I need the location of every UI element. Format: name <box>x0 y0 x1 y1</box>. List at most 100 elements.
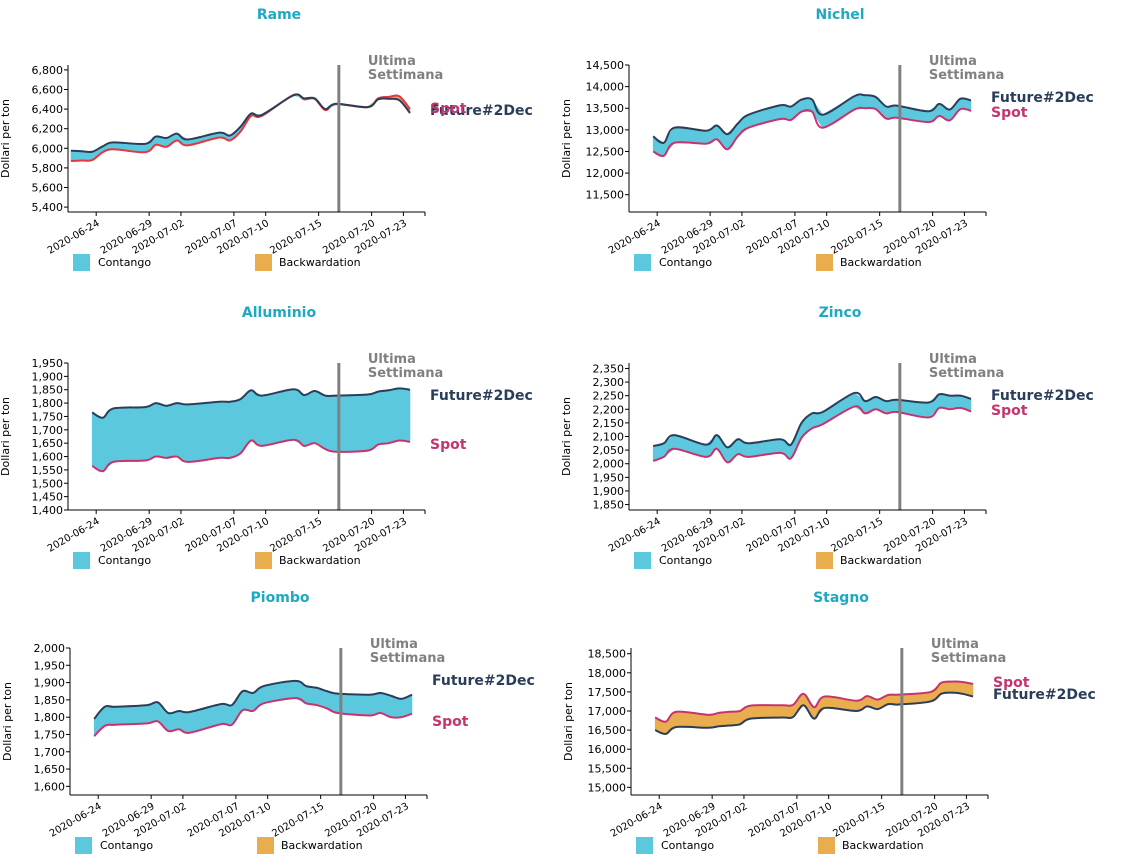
chart-title: Nichel <box>815 7 864 23</box>
annotation-ultima: Ultima <box>368 54 416 69</box>
contango-band <box>314 390 326 450</box>
y-tick-label: 5,400 <box>32 201 64 214</box>
y-tick-label: 12,000 <box>586 167 625 180</box>
x-tick-label: 2020-07-15 <box>268 218 324 257</box>
legend-swatch-backwardation <box>255 552 272 569</box>
contango-band <box>388 388 400 444</box>
y-tick-label: 6,800 <box>32 64 64 77</box>
y-tick-label: 1,600 <box>34 780 66 793</box>
future-line <box>93 679 413 720</box>
backwardation-band <box>718 711 730 727</box>
spot-line <box>91 438 411 473</box>
future-end-label: Future#2Dec <box>430 103 533 119</box>
y-tick-label: 6,600 <box>32 84 64 97</box>
contango-band <box>113 406 146 463</box>
spot-line <box>654 680 974 723</box>
y-tick-label: 2,250 <box>593 390 625 403</box>
contango-band <box>104 706 116 727</box>
y-tick-label: 1,500 <box>32 477 64 490</box>
y-tick-label: 13,500 <box>586 102 625 115</box>
y-tick-label: 1,900 <box>32 370 64 383</box>
y-tick-label: 1,850 <box>34 694 66 707</box>
y-tick-label: 1,900 <box>593 485 625 498</box>
x-tick-label: 2020-07-15 <box>829 516 885 555</box>
y-tick-label: 2,000 <box>34 642 66 655</box>
spot-end-label: Spot <box>430 437 467 453</box>
y-tick-label: 1,900 <box>34 677 66 690</box>
contango-band <box>337 693 370 716</box>
y-tick-label: 17,500 <box>588 686 627 699</box>
y-tick-label: 18,000 <box>588 667 627 680</box>
backwardation-band <box>729 710 741 726</box>
y-tick-label: 1,650 <box>32 437 64 450</box>
contango-band <box>854 392 866 414</box>
annotation-settimana: Settimana <box>931 651 1006 666</box>
contango-band <box>70 150 82 162</box>
future-end-label: Future#2Dec <box>993 687 1096 703</box>
y-tick-label: 1,600 <box>32 451 64 464</box>
legend-swatch-contango <box>75 837 92 854</box>
contango-band <box>305 685 317 706</box>
chart-title: Rame <box>257 7 301 23</box>
y-axis-label: Dollari per ton <box>560 397 573 476</box>
contango-band <box>399 388 411 443</box>
annotation-settimana: Settimana <box>368 68 443 83</box>
y-tick-label: 13,000 <box>586 124 625 137</box>
legend-swatch-contango <box>73 254 90 271</box>
legend-swatch-backwardation <box>257 837 274 854</box>
y-tick-label: 11,500 <box>586 189 625 202</box>
spot-end-label: Spot <box>430 101 467 117</box>
future-end-label: Future#2Dec <box>432 673 535 689</box>
annotation-ultima: Ultima <box>929 54 977 69</box>
legend-label-contango: Contango <box>98 554 151 567</box>
x-tick-label: 2020-06-24 <box>607 218 663 257</box>
future-line <box>652 93 972 144</box>
contango-band <box>242 690 254 712</box>
contango-band <box>221 703 233 726</box>
contango-band <box>335 394 368 453</box>
future-end-label: Future#2Dec <box>430 388 533 404</box>
legend-label-contango: Contango <box>659 554 712 567</box>
y-tick-label: 15,500 <box>588 762 627 775</box>
y-tick-label: 1,950 <box>32 357 64 370</box>
spot-end-label: Spot <box>432 714 469 730</box>
annotation-settimana: Settimana <box>929 68 1004 83</box>
contango-band <box>369 692 381 716</box>
legend-swatch-contango <box>634 254 651 271</box>
y-tick-label: 1,550 <box>32 464 64 477</box>
legend-swatch-backwardation <box>255 254 272 271</box>
contango-band <box>240 389 252 455</box>
contango-band <box>250 389 262 447</box>
legend-swatch-contango <box>634 552 651 569</box>
future-line <box>70 93 411 154</box>
x-tick-label: 2020-06-24 <box>609 801 665 840</box>
x-tick-label: 2020-07-15 <box>831 801 887 840</box>
y-axis-label: Dollari per ton <box>1 682 14 761</box>
future-end-label: Future#2Dec <box>991 90 1094 106</box>
y-tick-label: 12,500 <box>586 145 625 158</box>
y-tick-label: 2,300 <box>593 376 625 389</box>
future-line <box>652 391 972 449</box>
annotation-settimana: Settimana <box>368 366 443 381</box>
annotation-ultima: Ultima <box>929 352 977 367</box>
y-tick-label: 5,600 <box>32 182 64 195</box>
backwardation-band <box>782 704 794 718</box>
legend-swatch-backwardation <box>816 254 833 271</box>
y-tick-label: 16,000 <box>588 743 627 756</box>
y-tick-label: 2,150 <box>593 417 625 430</box>
future-line <box>91 387 411 419</box>
y-tick-label: 1,800 <box>34 711 66 724</box>
legend-label-backwardation: Backwardation <box>842 839 924 852</box>
legend-label-contango: Contango <box>661 839 714 852</box>
legend-swatch-contango <box>636 837 653 854</box>
contango-band <box>176 402 188 463</box>
contango-band <box>115 704 148 726</box>
annotation-ultima: Ultima <box>370 637 418 652</box>
contango-band <box>324 395 337 453</box>
legend-swatch-contango <box>73 552 90 569</box>
y-tick-label: 2,050 <box>593 444 625 457</box>
contango-band <box>144 402 157 461</box>
x-tick-label: 2020-07-15 <box>829 218 885 257</box>
